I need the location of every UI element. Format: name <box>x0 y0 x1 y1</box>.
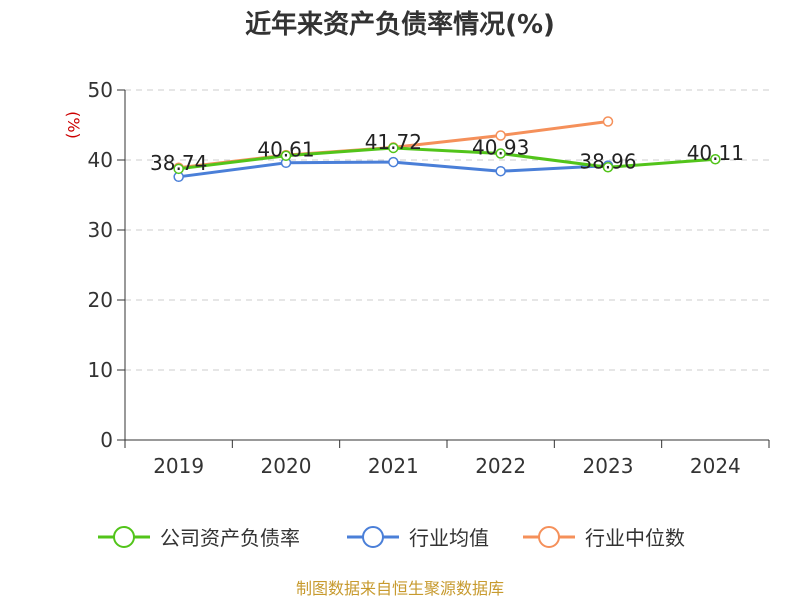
data-labels: 38.74 40.61 41.72 40.93 38.96 40.11 <box>150 130 744 175</box>
data-point <box>495 130 506 141</box>
data-label: 38.96 <box>579 149 636 173</box>
data-point <box>602 116 614 127</box>
legend: 公司资产负债率 行业均值 行业中位数 <box>98 526 685 550</box>
data-label: 40.11 <box>687 141 744 165</box>
y-tick-label: 0 <box>100 428 113 452</box>
x-tick-label: 2022 <box>475 454 526 478</box>
y-axis-label: (%) <box>64 111 83 139</box>
data-point <box>495 148 506 159</box>
series-line <box>178 146 716 171</box>
data-point <box>602 162 614 173</box>
legend-item[interactable]: 行业中位数 <box>523 526 685 550</box>
data-point <box>388 142 399 154</box>
legend-label: 行业中位数 <box>585 526 685 550</box>
series-lines <box>173 116 721 183</box>
y-tick-labels: 0 10 20 30 40 50 <box>88 78 113 452</box>
y-tick-label: 40 <box>88 148 113 172</box>
axes <box>117 89 770 448</box>
legend-label: 行业均值 <box>409 526 489 550</box>
data-point <box>495 165 506 177</box>
y-tick-label: 20 <box>88 288 113 312</box>
legend-swatch-marker <box>113 526 135 548</box>
y-tick-label: 30 <box>88 218 113 242</box>
x-tick-label: 2023 <box>583 454 634 478</box>
data-point <box>280 150 292 161</box>
data-point <box>388 156 399 168</box>
x-tick-label: 2020 <box>261 454 312 478</box>
x-tick-label: 2024 <box>690 454 741 478</box>
source-note: 制图数据来自恒生聚源数据库 <box>296 579 504 598</box>
data-point <box>173 163 184 175</box>
x-tick-labels: 2019 2020 2021 2022 2023 2024 <box>153 454 741 478</box>
legend-item[interactable]: 行业均值 <box>347 526 489 550</box>
data-label: 41.72 <box>365 130 422 154</box>
x-tick-label: 2019 <box>153 454 204 478</box>
legend-swatch-marker <box>362 526 384 548</box>
legend-swatch-marker <box>538 526 560 548</box>
series-0 <box>173 142 721 175</box>
gridlines <box>125 89 769 371</box>
y-tick-label: 50 <box>88 78 113 102</box>
chart-title: 近年来资产负债率情况(%) <box>245 9 555 40</box>
legend-item[interactable]: 公司资产负债率 <box>98 526 300 550</box>
data-label: 40.61 <box>257 138 314 162</box>
x-tick-label: 2021 <box>368 454 419 478</box>
y-tick-label: 10 <box>88 358 113 382</box>
data-point <box>710 153 721 165</box>
data-label: 38.74 <box>150 151 207 175</box>
legend-label: 公司资产负债率 <box>160 526 300 550</box>
data-label: 40.93 <box>472 135 529 159</box>
